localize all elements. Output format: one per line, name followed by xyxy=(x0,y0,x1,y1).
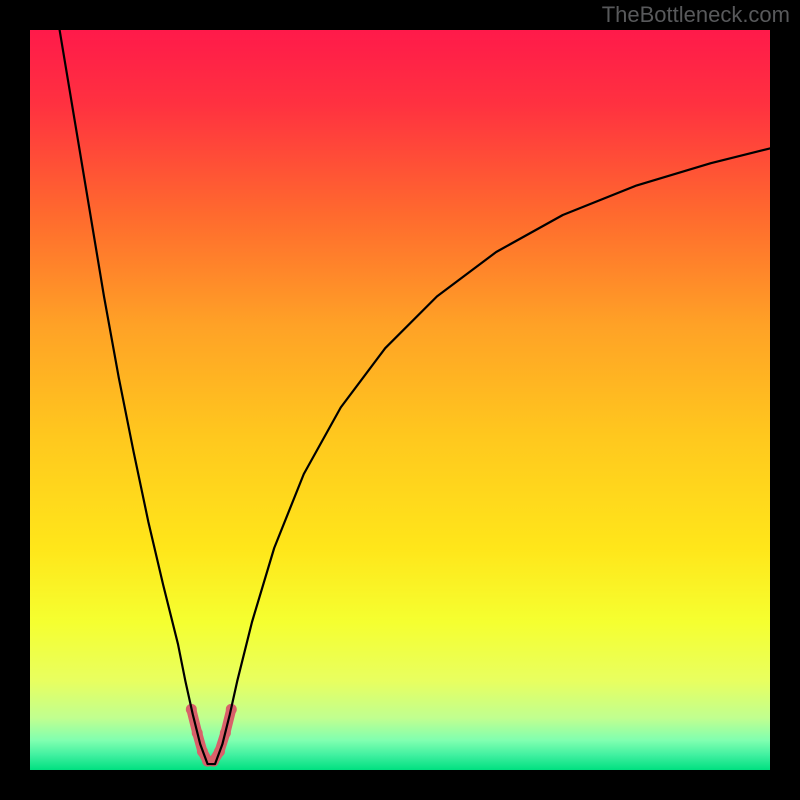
plot-background xyxy=(30,30,770,770)
watermark-text: TheBottleneck.com xyxy=(602,2,790,28)
chart-svg xyxy=(0,0,800,800)
bottleneck-chart: TheBottleneck.com xyxy=(0,0,800,800)
